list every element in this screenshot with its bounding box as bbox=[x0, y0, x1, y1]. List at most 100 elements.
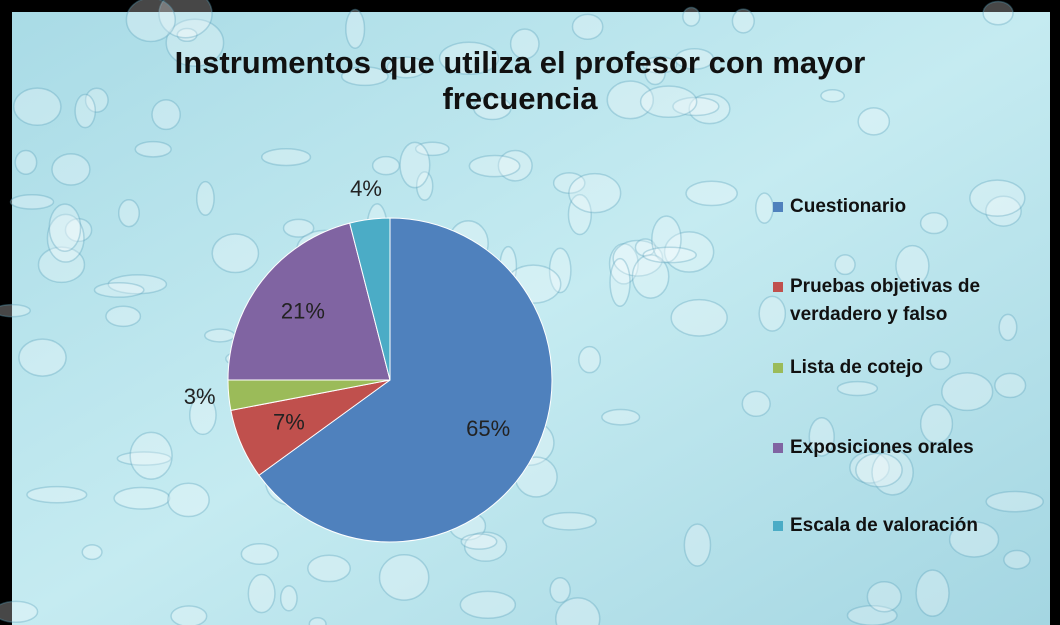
data-label: 4% bbox=[350, 176, 382, 201]
drop bbox=[37, 246, 86, 284]
drop bbox=[196, 180, 215, 216]
drop bbox=[117, 198, 140, 228]
drop bbox=[463, 531, 508, 562]
drop bbox=[834, 254, 856, 276]
drop bbox=[731, 8, 755, 34]
drop bbox=[378, 554, 430, 601]
drop bbox=[386, 56, 427, 79]
drop bbox=[459, 590, 517, 620]
drop bbox=[685, 180, 738, 207]
drop bbox=[51, 153, 91, 186]
drop bbox=[18, 338, 67, 377]
drop bbox=[438, 41, 500, 75]
drop bbox=[64, 217, 93, 243]
drop bbox=[549, 577, 571, 604]
drop bbox=[240, 542, 279, 565]
drop bbox=[982, 0, 1014, 26]
drop bbox=[497, 149, 533, 182]
drop bbox=[472, 95, 512, 121]
drop bbox=[857, 107, 891, 136]
legend-label: Lista de cotejo bbox=[790, 357, 924, 378]
drop bbox=[48, 203, 82, 252]
drop bbox=[247, 573, 276, 614]
drop bbox=[282, 218, 315, 238]
pie-slice bbox=[227, 222, 391, 381]
drop bbox=[308, 616, 327, 625]
drop bbox=[84, 87, 109, 113]
drop bbox=[644, 60, 666, 86]
legend-label: Escala de valoración bbox=[790, 515, 978, 536]
legend-swatch bbox=[773, 202, 783, 212]
drop bbox=[919, 403, 954, 444]
drop bbox=[165, 18, 225, 67]
drop bbox=[170, 605, 208, 625]
drop bbox=[919, 212, 949, 235]
drop bbox=[670, 298, 728, 337]
drop bbox=[758, 295, 787, 332]
data-label: 65% bbox=[466, 416, 510, 441]
drop bbox=[820, 88, 845, 103]
drop bbox=[672, 96, 720, 117]
drop bbox=[509, 28, 540, 60]
data-label: 7% bbox=[273, 410, 305, 435]
drop bbox=[307, 554, 351, 583]
legend-item: Exposiciones orales bbox=[773, 434, 1050, 462]
drop bbox=[567, 193, 592, 236]
drop bbox=[849, 451, 890, 484]
pie-slice bbox=[349, 217, 391, 381]
drop bbox=[116, 451, 172, 466]
drop bbox=[612, 239, 664, 277]
drop bbox=[414, 141, 450, 157]
drop bbox=[741, 390, 771, 418]
drop bbox=[634, 238, 657, 257]
drop bbox=[552, 172, 586, 194]
drop bbox=[371, 155, 401, 176]
legend-item: Escala de valoración bbox=[773, 512, 1050, 540]
drop bbox=[151, 99, 181, 131]
drop bbox=[415, 171, 434, 201]
drop bbox=[158, 0, 213, 39]
drop bbox=[46, 213, 85, 263]
drop bbox=[808, 416, 835, 457]
drop bbox=[866, 580, 902, 613]
drop bbox=[341, 66, 389, 87]
drop bbox=[468, 154, 521, 178]
drop bbox=[176, 27, 198, 43]
drop bbox=[9, 194, 55, 210]
drop bbox=[1003, 549, 1031, 570]
drop bbox=[129, 431, 173, 480]
drop bbox=[855, 452, 903, 488]
drop bbox=[113, 486, 171, 510]
drop bbox=[998, 313, 1018, 342]
pie-slice bbox=[258, 217, 553, 543]
drop bbox=[555, 597, 601, 625]
drop bbox=[895, 244, 930, 287]
drop bbox=[755, 192, 774, 224]
legend-swatch bbox=[773, 363, 783, 373]
drop bbox=[125, 0, 176, 43]
drop bbox=[548, 247, 572, 294]
legend-swatch bbox=[773, 282, 783, 292]
drop bbox=[985, 195, 1022, 227]
drop bbox=[985, 490, 1044, 513]
drop bbox=[399, 141, 431, 189]
drop bbox=[948, 521, 1000, 558]
drop bbox=[941, 372, 994, 412]
drop bbox=[93, 282, 145, 298]
drop bbox=[134, 140, 172, 158]
drop bbox=[74, 93, 97, 129]
drop bbox=[642, 246, 697, 264]
legend-label: Cuestionario bbox=[790, 196, 907, 217]
drop bbox=[568, 172, 622, 214]
drop bbox=[683, 523, 712, 567]
drop bbox=[639, 85, 698, 119]
legend-label: Pruebas objetivas de verdadero y falso bbox=[790, 276, 981, 325]
drop bbox=[14, 149, 38, 176]
drop bbox=[601, 408, 641, 426]
drop bbox=[608, 243, 639, 285]
drop bbox=[460, 533, 498, 550]
drop bbox=[167, 482, 210, 518]
drop bbox=[688, 93, 731, 125]
